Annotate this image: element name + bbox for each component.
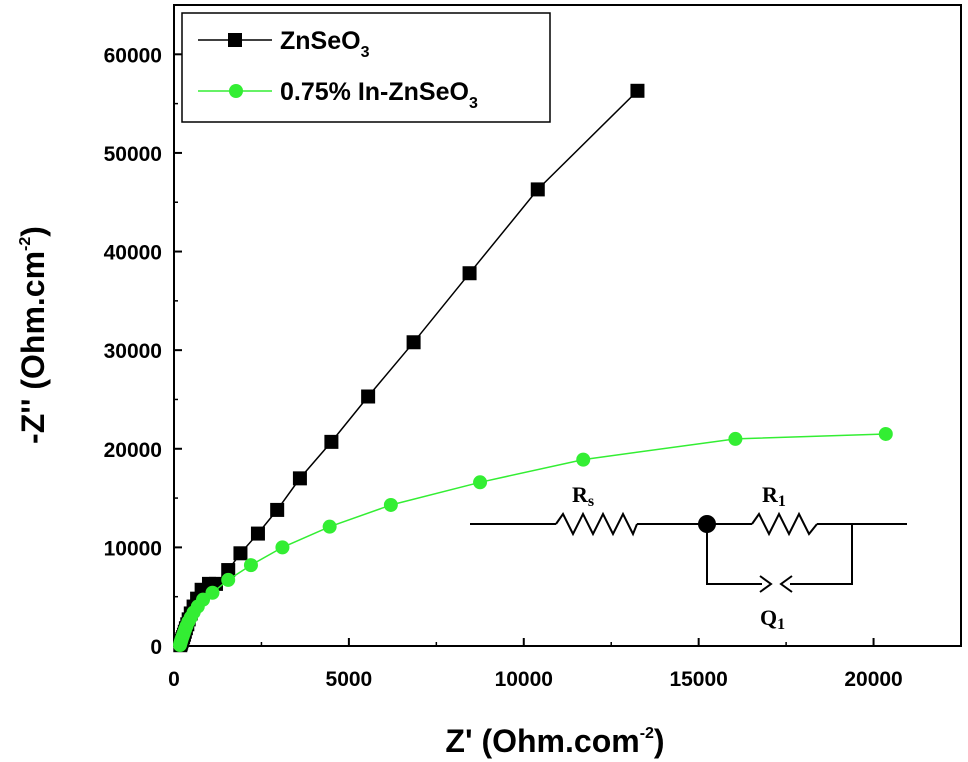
x-axis-title-close: )	[654, 723, 665, 759]
data-point	[324, 434, 339, 449]
data-point	[530, 182, 545, 197]
x-tick-label: 20000	[844, 668, 902, 691]
data-point	[270, 502, 285, 517]
parallel-branch-return-wire	[790, 524, 853, 585]
resistor-rs-icon	[555, 511, 638, 537]
x-tick-label: 10000	[495, 668, 553, 691]
legend: ZnSeO3 0.75% In-ZnSeO3	[181, 12, 551, 123]
x-axis-ticks: 0 5000 10000 15000 20000	[168, 638, 903, 691]
legend-label-series-2: 0.75% In-ZnSeO3	[280, 78, 478, 112]
y-axis-title-main: -Z'' (Ohm.cm	[15, 251, 51, 444]
y-tick-label: 50000	[104, 143, 162, 166]
y-axis-title-sup: -2	[17, 237, 34, 251]
circuit-label-r1: R1	[762, 482, 786, 510]
data-point	[250, 526, 265, 541]
data-point	[243, 558, 258, 573]
legend-marker-series-1	[228, 33, 242, 47]
data-point	[221, 563, 236, 578]
parallel-branch-wire	[706, 524, 762, 585]
data-point	[233, 546, 248, 561]
data-point	[292, 471, 307, 486]
data-point	[576, 452, 591, 467]
data-point	[462, 266, 477, 281]
y-axis-title-close: )	[15, 226, 51, 237]
series-layer	[172, 83, 893, 653]
x-tick-label: 15000	[669, 668, 727, 691]
data-point	[322, 519, 337, 534]
y-tick-label: 60000	[104, 44, 162, 67]
legend-label-series-1-main: ZnSeO	[280, 27, 361, 55]
x-axis-title-main: Z' (Ohm.com	[445, 723, 639, 759]
data-point	[275, 540, 290, 555]
y-tick-label: 30000	[104, 340, 162, 363]
cpe-q1-right-plate-icon	[779, 575, 793, 593]
resistor-r1-icon	[751, 511, 818, 537]
junction-node-icon	[698, 515, 716, 533]
circuit-label-q1-main: Q	[760, 605, 777, 630]
data-point	[383, 497, 398, 512]
data-point	[205, 585, 220, 600]
y-tick-label: 10000	[104, 537, 162, 560]
legend-marker-series-2	[229, 84, 243, 98]
plot-frame	[173, 4, 962, 647]
equivalent-circuit-inset	[470, 511, 907, 593]
y-axis-ticks: 0 10000 20000 30000 40000 50000 60000	[104, 44, 182, 659]
y-tick-label: 0	[150, 636, 162, 659]
circuit-label-r1-main: R	[762, 482, 779, 507]
legend-label-series-1-sub: 3	[361, 44, 370, 61]
circuit-label-rs: Rs	[572, 482, 594, 510]
data-point	[473, 475, 488, 490]
circuit-label-q1-sub: 1	[777, 616, 785, 633]
circuit-label-q1: Q1	[760, 605, 785, 633]
data-point	[728, 431, 743, 446]
series-2	[172, 426, 893, 653]
legend-label-series-2-sub: 3	[469, 95, 478, 112]
x-axis-title: Z' (Ohm.com-2)	[445, 723, 664, 759]
x-axis-title-sup: -2	[640, 725, 654, 742]
y-tick-label: 40000	[104, 242, 162, 265]
data-point	[406, 335, 421, 350]
circuit-label-rs-main: R	[572, 482, 589, 507]
data-point	[878, 426, 893, 441]
legend-label-series-1: ZnSeO3	[280, 27, 370, 61]
data-point	[221, 572, 236, 587]
data-point	[361, 389, 376, 404]
cpe-q1-left-plate-icon	[759, 575, 773, 593]
y-tick-label: 20000	[104, 439, 162, 462]
series-2-line	[179, 433, 886, 646]
series-1	[173, 83, 645, 653]
circuit-label-r1-sub: 1	[778, 493, 786, 510]
legend-label-series-2-main: 0.75% In-ZnSeO	[280, 78, 469, 106]
y-axis-title: -Z'' (Ohm.cm-2)	[15, 226, 51, 444]
legend-box	[181, 12, 551, 123]
x-tick-label: 5000	[326, 668, 373, 691]
data-point	[630, 83, 645, 98]
circuit-label-rs-sub: s	[588, 493, 594, 510]
x-tick-label: 0	[168, 668, 180, 691]
